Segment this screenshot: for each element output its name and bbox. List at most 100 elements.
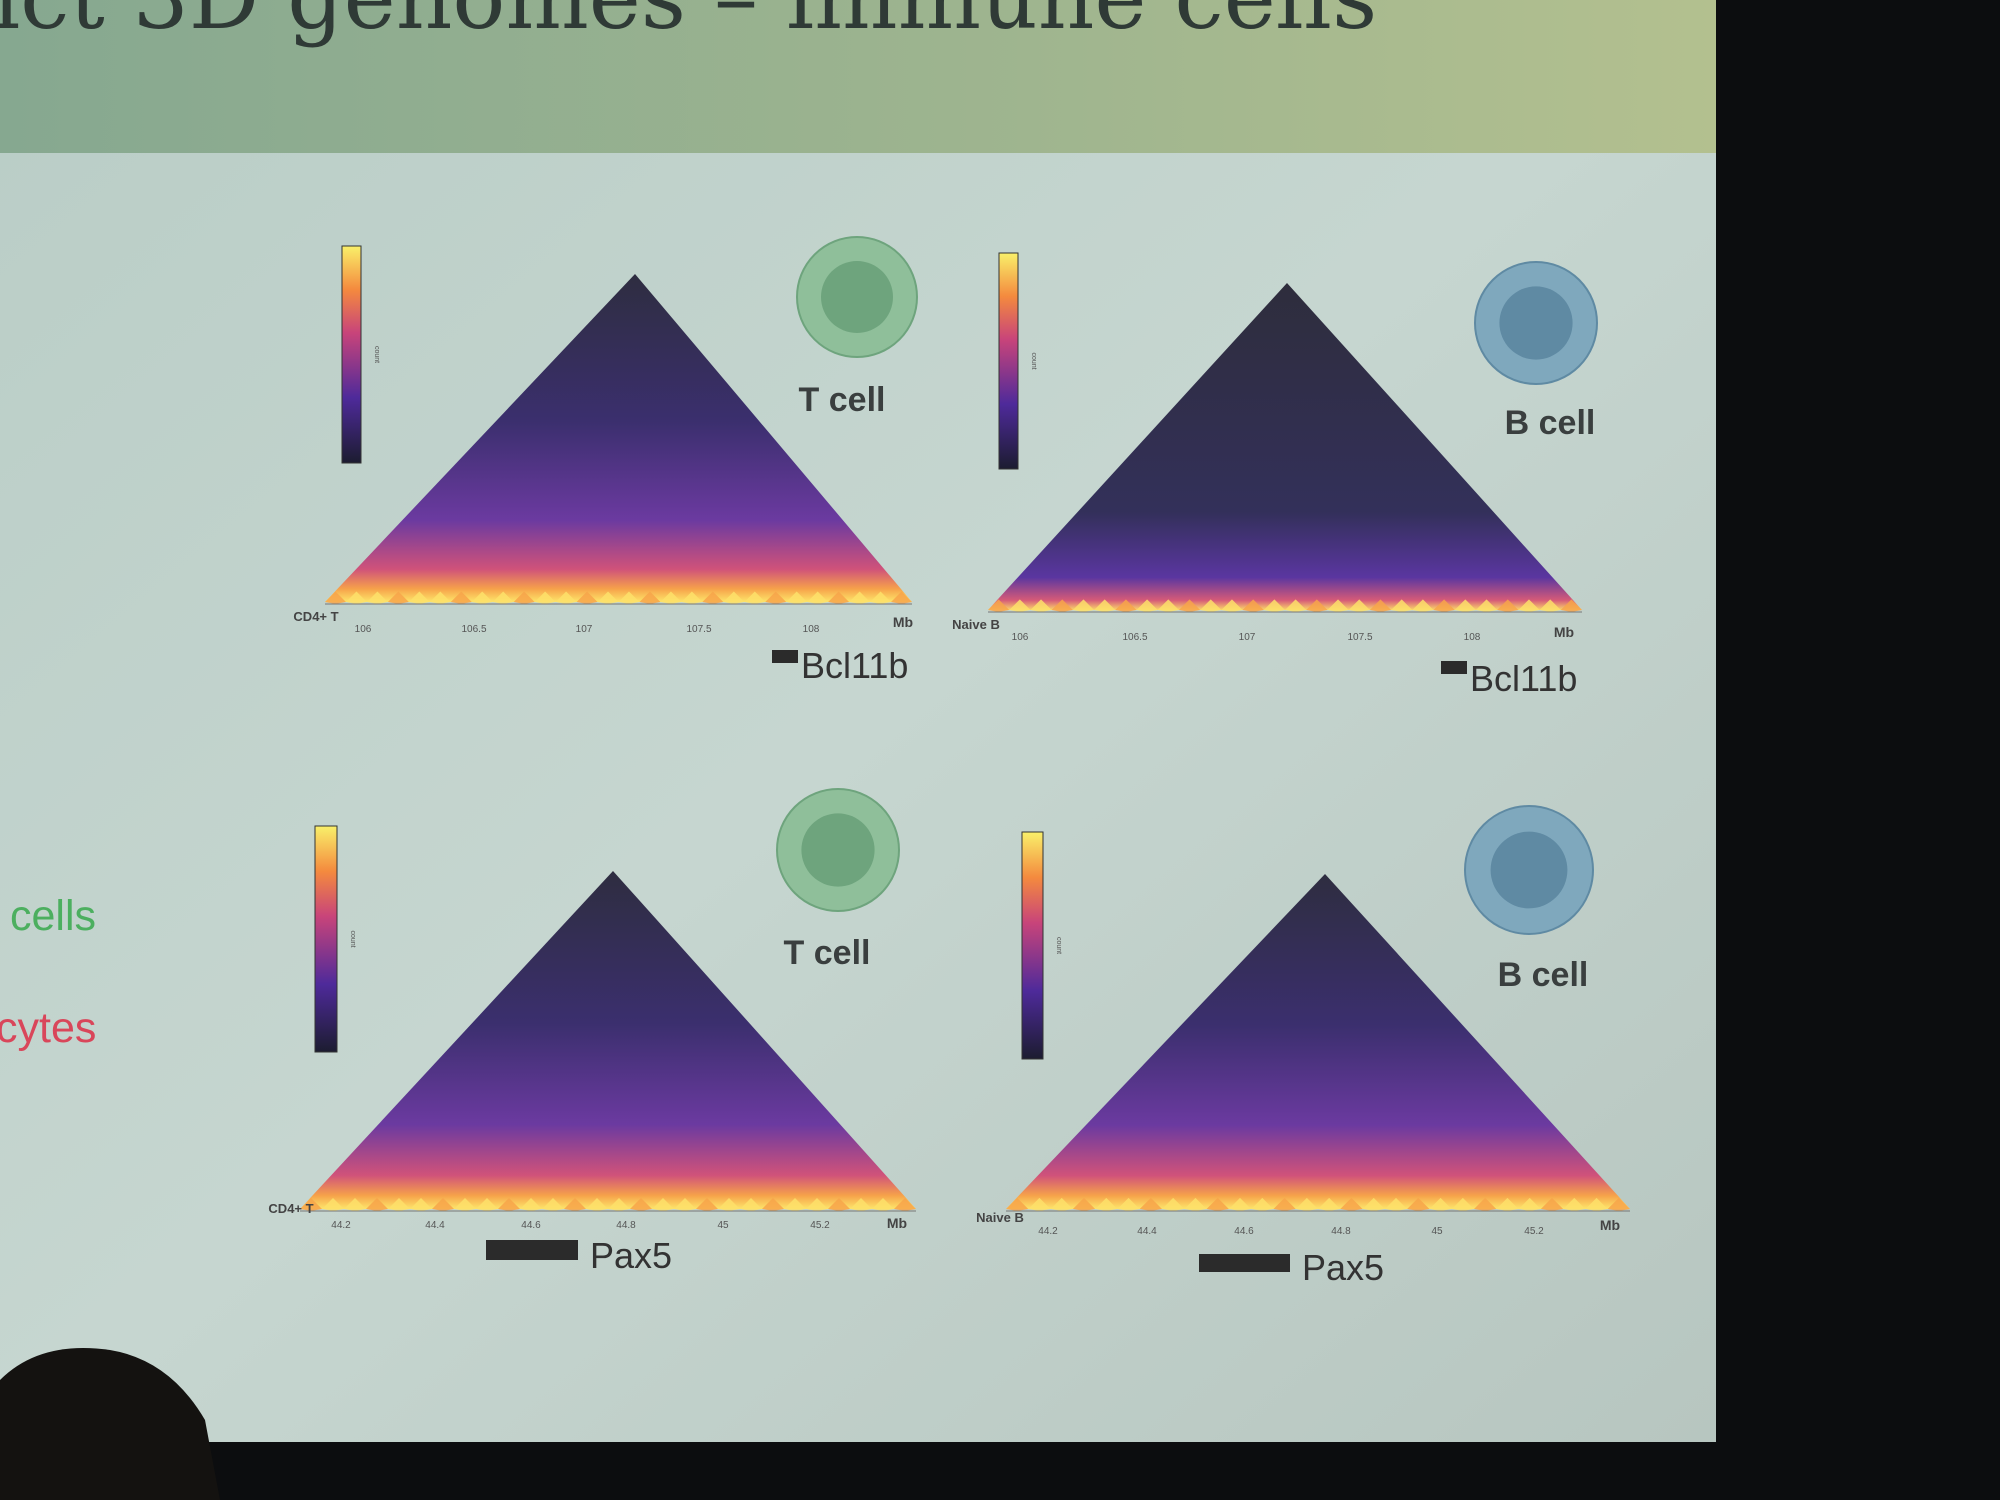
hic-pixel — [1162, 1197, 1185, 1211]
gene-bar — [1199, 1254, 1290, 1272]
hic-pixel — [1518, 599, 1540, 612]
x-unit: Mb — [1600, 1217, 1620, 1233]
hic-pixel — [366, 591, 388, 604]
hic-pixel — [1285, 599, 1307, 612]
side-text: cells — [10, 892, 96, 940]
x-tick-label: 44.2 — [331, 1220, 351, 1231]
hic-pixel — [1028, 1197, 1051, 1211]
hic-pixel — [1095, 1197, 1118, 1211]
hic-pixel — [1560, 599, 1582, 612]
title-band — [0, 0, 1716, 153]
hic-pixel — [1295, 1197, 1318, 1211]
hic-pixel — [1030, 599, 1052, 612]
hic-pixel — [1051, 599, 1073, 612]
colorbar-label: count — [349, 930, 356, 947]
hic-pixel — [762, 1198, 784, 1211]
hic-pixel — [432, 1198, 454, 1211]
hic-pixel — [1273, 1197, 1296, 1211]
x-tick-label: 44.8 — [1331, 1226, 1351, 1237]
gene-label: Bcl11b — [1470, 658, 1577, 699]
hic-pixel — [345, 591, 367, 604]
hic-heatmap — [300, 871, 916, 1209]
x-tick-label: 45.2 — [810, 1220, 830, 1231]
hic-pixel — [1184, 1197, 1207, 1211]
hic-pixel — [784, 1198, 806, 1211]
hic-pixel — [849, 591, 871, 604]
x-tick-label: 107.5 — [1347, 632, 1372, 643]
hic-pixel — [681, 591, 703, 604]
hic-pixel — [1221, 599, 1243, 612]
hic-pixel — [1407, 1197, 1430, 1211]
hic-pixel — [652, 1198, 674, 1211]
hic-pixel — [891, 591, 912, 604]
hic-pixel — [300, 1198, 322, 1211]
hic-pixel — [1206, 1197, 1229, 1211]
hic-pixel — [1474, 1197, 1497, 1211]
audience-head — [0, 1348, 220, 1500]
hic-heatmap — [325, 274, 912, 602]
x-tick-label: 108 — [803, 624, 820, 635]
hic-pixel — [534, 591, 556, 604]
panels: count T cell CD4+ T 106 106.5 107 107.5 108 Mb Bc… — [268, 236, 1630, 1288]
hic-pixel — [765, 591, 787, 604]
hic-pixel — [408, 591, 430, 604]
hic-pixel — [1157, 599, 1179, 612]
x-tick-label: 108 — [1464, 632, 1481, 643]
hic-pixel — [1391, 599, 1413, 612]
hic-panel: count T cell CD4+ T 106 106.5 107 107.5 108 Mb Bc… — [293, 236, 918, 686]
cell-label: B cell — [1498, 956, 1589, 994]
hic-pixel — [744, 591, 766, 604]
sample-label: CD4+ T — [268, 1201, 313, 1216]
x-tick-label: 106.5 — [461, 624, 486, 635]
x-tick-label: 44.4 — [425, 1220, 445, 1231]
hic-pixel — [1009, 599, 1031, 612]
gene-label: Pax5 — [1302, 1247, 1384, 1288]
x-unit: Mb — [1554, 624, 1574, 640]
hic-pixel — [1497, 599, 1519, 612]
hic-heatmap — [988, 283, 1582, 610]
cell-icon-nucleus — [801, 813, 875, 887]
hic-pixel — [1362, 1197, 1385, 1211]
x-tick-label: 44.6 — [521, 1220, 541, 1231]
cell-icon-nucleus — [1499, 286, 1573, 360]
hic-pixel — [1050, 1197, 1073, 1211]
x-tick-label: 107 — [576, 624, 593, 635]
hic-heatmap — [1006, 874, 1630, 1209]
hic-pixel — [1306, 599, 1328, 612]
colorbar-label: count — [1030, 352, 1037, 369]
hic-pixel — [806, 1198, 828, 1211]
colorbar — [1021, 831, 1044, 1060]
hic-panel: count T cell CD4+ T 44.2 44.4 44.6 44.8 45 45.2 M… — [268, 788, 916, 1276]
hic-pixel — [1563, 1197, 1586, 1211]
hic-pixel — [740, 1198, 762, 1211]
hic-pixel — [1369, 599, 1392, 612]
hic-pixel — [786, 591, 808, 604]
hic-pixel — [1228, 1197, 1252, 1211]
x-tick-label: 44.8 — [616, 1220, 636, 1231]
hic-pixel — [498, 1198, 520, 1211]
hic-pixel — [1327, 599, 1349, 612]
x-tick-label: 106 — [1012, 632, 1029, 643]
colorbar — [998, 252, 1019, 470]
x-unit: Mb — [893, 614, 913, 630]
hic-pixel — [555, 591, 577, 604]
colorbar-label: count — [373, 346, 380, 363]
hic-pixel — [542, 1198, 564, 1211]
hic-pixel — [1412, 599, 1434, 612]
hic-pixel — [1475, 599, 1498, 612]
hic-pixel — [850, 1198, 872, 1211]
hic-pixel — [872, 1198, 894, 1211]
colorbar-label: count — [1055, 937, 1062, 954]
room-dark — [1716, 0, 2000, 1500]
hic-pixel — [1251, 1197, 1274, 1211]
hic-pixel — [1006, 1197, 1029, 1211]
hic-pixel — [723, 591, 745, 604]
cell-icon-nucleus — [821, 261, 893, 333]
x-tick-label: 45 — [717, 1220, 729, 1231]
x-tick-label: 45 — [1431, 1226, 1443, 1237]
gene-bar — [486, 1240, 578, 1260]
hic-pixel — [1429, 1197, 1452, 1211]
hic-pixel — [1200, 599, 1222, 612]
hic-pixel — [1340, 1197, 1363, 1211]
hic-pixel — [1139, 1197, 1162, 1211]
